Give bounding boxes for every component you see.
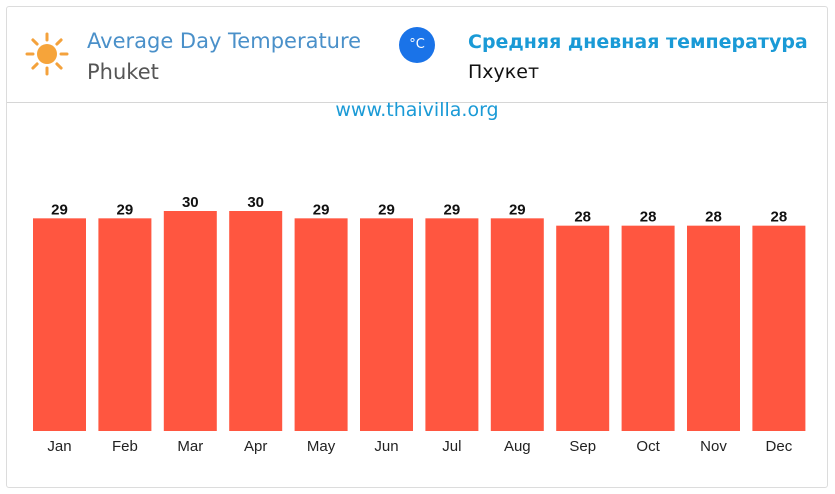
- bar-value-label: 30: [182, 194, 199, 211]
- bar-value-label: 29: [117, 201, 134, 218]
- bar-value-label: 29: [51, 201, 68, 218]
- bar-value-label: 30: [247, 194, 264, 211]
- x-tick-label: Nov: [700, 438, 727, 455]
- bar-aug[interactable]: [490, 218, 544, 431]
- bar-value-label: 28: [640, 209, 657, 226]
- bar-sep[interactable]: [556, 225, 610, 431]
- x-tick-label: Oct: [636, 438, 660, 455]
- chart-header: Average Day Temperature Phuket °C Средня…: [7, 7, 827, 103]
- chart-card: Average Day Temperature Phuket °C Средня…: [6, 6, 828, 488]
- bar-may[interactable]: [294, 218, 348, 431]
- title-russian: Средняя дневная температура: [468, 31, 808, 53]
- sun-icon: [25, 32, 69, 76]
- x-tick-label: Jan: [47, 438, 71, 455]
- bar-value-label: 28: [574, 209, 591, 226]
- bar-value-label: 29: [509, 201, 526, 218]
- bar-value-label: 29: [378, 201, 395, 218]
- bar-value-label: 29: [444, 201, 461, 218]
- x-tick-label: Apr: [244, 438, 267, 455]
- bar-value-label: 29: [313, 201, 330, 218]
- bar-jun[interactable]: [360, 218, 413, 431]
- x-tick-label: Aug: [504, 438, 531, 455]
- bar-value-label: 28: [705, 209, 722, 226]
- bar-chart: 29 Jan 29 Feb 30 Mar 30 Apr 29 May 29 Jun 29 Jul 29 Aug…: [33, 194, 806, 455]
- bar-jul[interactable]: [425, 218, 479, 431]
- bar-value-label: 28: [771, 209, 788, 226]
- x-tick-label: Dec: [766, 438, 793, 455]
- x-tick-label: Mar: [177, 438, 203, 455]
- x-tick-label: Jun: [374, 438, 398, 455]
- bar-feb[interactable]: [98, 218, 152, 431]
- bar-jan[interactable]: [33, 218, 86, 431]
- x-tick-label: May: [307, 438, 336, 455]
- bar-oct[interactable]: [621, 225, 675, 431]
- x-tick-label: Sep: [569, 438, 596, 455]
- celsius-toggle-button[interactable]: °C: [399, 27, 435, 63]
- bar-mar[interactable]: [163, 211, 217, 431]
- city-russian: Пхукет: [468, 61, 540, 83]
- bar-dec[interactable]: [752, 225, 806, 431]
- bar-nov[interactable]: [687, 225, 740, 431]
- x-tick-label: Feb: [112, 438, 138, 455]
- title-english: Average Day Temperature: [87, 29, 362, 53]
- x-tick-label: Jul: [442, 438, 461, 455]
- city-english: Phuket: [87, 60, 159, 84]
- bar-apr[interactable]: [229, 211, 283, 431]
- site-url[interactable]: www.thaivilla.org: [335, 99, 499, 121]
